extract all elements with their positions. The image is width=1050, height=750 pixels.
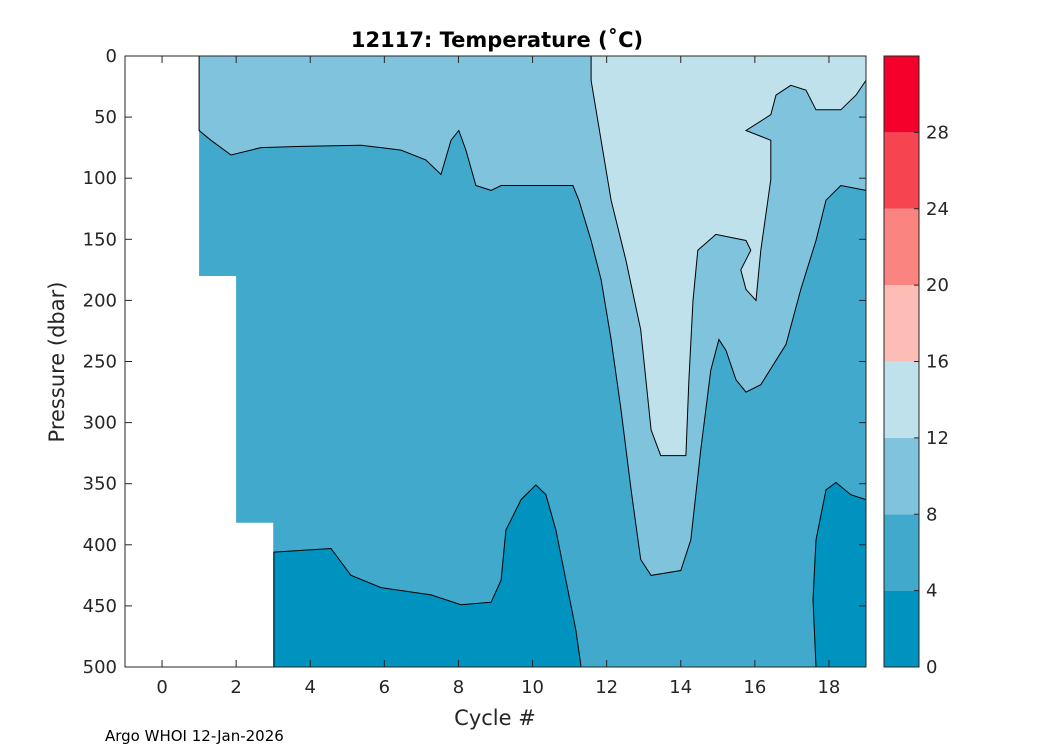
x-tick-label: 2 bbox=[230, 677, 241, 698]
colorbar-segment bbox=[884, 132, 919, 209]
x-tick-label: 8 bbox=[453, 677, 464, 698]
x-tick-label: 4 bbox=[305, 677, 316, 698]
x-tick-label: 18 bbox=[817, 677, 840, 698]
colorbar-segment bbox=[884, 285, 919, 362]
y-tick-label: 500 bbox=[83, 657, 117, 678]
colorbar-tick-label: 28 bbox=[926, 122, 949, 143]
y-axis: 0 50 100 150 200 250 300 350 400 450 500 bbox=[83, 46, 866, 678]
contour-region-12-16 bbox=[590, 55, 867, 457]
colorbar-tick-label: 0 bbox=[926, 657, 937, 678]
x-tick-label: 10 bbox=[521, 677, 544, 698]
y-tick-label: 400 bbox=[83, 535, 117, 556]
chart-title: 12117: Temperature (˚C) bbox=[351, 28, 643, 52]
x-axis-label: Cycle # bbox=[454, 706, 536, 730]
colorbar-tick-label: 16 bbox=[926, 352, 949, 373]
y-tick-label: 350 bbox=[83, 474, 117, 495]
footer-credit: Argo WHOI 12-Jan-2026 bbox=[105, 727, 284, 745]
colorbar-segment bbox=[884, 208, 919, 286]
colorbar-segment bbox=[884, 437, 919, 515]
colorbar-tick-label: 8 bbox=[926, 504, 937, 525]
contour-region-0-4 bbox=[273, 484, 582, 668]
colorbar-segment bbox=[884, 56, 919, 133]
colorbar: 0 4 8 12 16 20 24 28 bbox=[883, 55, 949, 678]
x-tick-label: 12 bbox=[595, 677, 618, 698]
y-tick-label: 300 bbox=[83, 413, 117, 434]
x-tick-label: 6 bbox=[379, 677, 390, 698]
x-tick-label: 0 bbox=[156, 677, 167, 698]
colorbar-segment bbox=[884, 514, 919, 591]
colorbar-segment bbox=[884, 590, 919, 667]
colorbar-segment bbox=[884, 361, 919, 438]
x-tick-label: 16 bbox=[743, 677, 766, 698]
y-tick-label: 50 bbox=[94, 107, 117, 128]
colorbar-tick-label: 20 bbox=[926, 275, 949, 296]
x-tick-label: 14 bbox=[669, 677, 692, 698]
colorbar-tick-label: 12 bbox=[926, 428, 949, 449]
y-axis-label: Pressure (dbar) bbox=[45, 282, 69, 443]
y-tick-label: 200 bbox=[83, 290, 117, 311]
y-tick-label: 150 bbox=[83, 229, 117, 250]
y-tick-label: 100 bbox=[83, 168, 117, 189]
y-tick-label: 250 bbox=[83, 352, 117, 373]
plot-area bbox=[124, 55, 867, 668]
y-tick-label: 0 bbox=[106, 46, 117, 67]
colorbar-tick-label: 24 bbox=[926, 199, 949, 220]
y-tick-label: 450 bbox=[83, 596, 117, 617]
colorbar-tick-label: 4 bbox=[926, 581, 937, 602]
x-axis: 0 2 4 6 8 10 12 14 16 18 bbox=[156, 56, 840, 698]
